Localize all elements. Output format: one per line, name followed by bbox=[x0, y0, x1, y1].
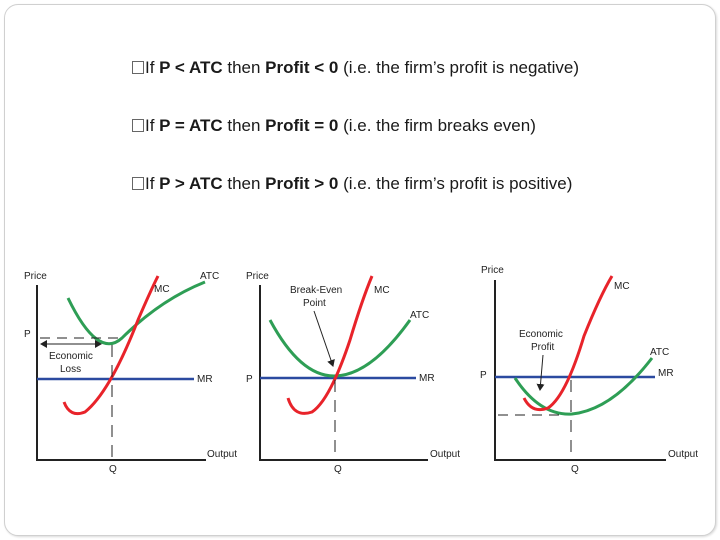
break-even-arrow bbox=[313, 310, 335, 367]
bullet-item-loss: If P < ATC then Profit < 0 (i.e. the fir… bbox=[132, 56, 692, 114]
mr-label: MR bbox=[658, 368, 674, 379]
annotation-break-even: Break-Even bbox=[290, 285, 342, 296]
mc-label: MC bbox=[614, 281, 630, 292]
q-label: Q bbox=[109, 464, 117, 475]
mc-curve bbox=[62, 275, 160, 416]
q-label: Q bbox=[334, 464, 342, 475]
bullet-icon bbox=[132, 61, 144, 74]
bullet-condition: P = ATC bbox=[159, 116, 223, 135]
annotation-economic: Economic bbox=[519, 329, 563, 340]
bullet-icon bbox=[132, 177, 144, 190]
p-label: P bbox=[246, 374, 253, 385]
mc-label: MC bbox=[374, 285, 390, 296]
bullet-item-profit: If P > ATC then Profit > 0 (i.e. the fir… bbox=[132, 172, 692, 230]
q-label: Q bbox=[571, 464, 579, 475]
bullet-result: Profit = 0 bbox=[265, 116, 339, 135]
annotation-profit: Profit bbox=[531, 342, 555, 353]
output-label: Output bbox=[668, 449, 698, 460]
bullet-prefix: If bbox=[145, 116, 160, 135]
bullet-prefix: If bbox=[145, 174, 160, 193]
bullet-condition: P > ATC bbox=[159, 174, 223, 193]
annotation-point: Point bbox=[303, 298, 326, 309]
atc-curve bbox=[66, 280, 206, 346]
atc-label: ATC bbox=[410, 310, 429, 321]
price-label: Price bbox=[24, 271, 47, 282]
graph-break-even: Price Output Q P MR ATC MC Break-Even Po… bbox=[246, 271, 460, 475]
price-label: Price bbox=[481, 265, 504, 276]
bullet-condition: P < ATC bbox=[159, 58, 223, 77]
bullet-then: then bbox=[222, 58, 266, 77]
mc-curve bbox=[286, 275, 374, 415]
atc-curve bbox=[268, 319, 412, 378]
bullet-item-break-even: If P = ATC then Profit = 0 (i.e. the fir… bbox=[132, 114, 692, 172]
annotation-loss: Loss bbox=[60, 364, 81, 375]
graph-economic-loss: Price Output Q P MR ATC MC Economic Loss bbox=[24, 271, 237, 475]
bullet-result: Profit > 0 bbox=[265, 174, 339, 193]
bullet-icon bbox=[132, 119, 144, 132]
bullet-then: then bbox=[222, 174, 266, 193]
atc-label: ATC bbox=[200, 271, 219, 282]
output-label: Output bbox=[207, 449, 237, 460]
bullet-result: Profit < 0 bbox=[265, 58, 339, 77]
mr-label: MR bbox=[419, 373, 435, 384]
atc-curve bbox=[513, 357, 654, 416]
atc-label: ATC bbox=[650, 347, 669, 358]
p-label: P bbox=[480, 370, 487, 381]
slide bbox=[4, 4, 716, 536]
bullet-note: (i.e. the firm breaks even) bbox=[338, 116, 536, 135]
bullet-note: (i.e. the firm’s profit is negative) bbox=[338, 58, 579, 77]
bullet-then: then bbox=[222, 116, 266, 135]
bullet-note: (i.e. the firm’s profit is positive) bbox=[338, 174, 573, 193]
mc-curve bbox=[522, 275, 614, 412]
mc-label: MC bbox=[154, 284, 170, 295]
mr-label: MR bbox=[197, 374, 213, 385]
p-label: P bbox=[24, 329, 31, 340]
annotation-economic: Economic bbox=[49, 351, 93, 362]
bullet-prefix: If bbox=[145, 58, 160, 77]
profit-arrow bbox=[536, 354, 545, 391]
bullet-list: If P < ATC then Profit < 0 (i.e. the fir… bbox=[132, 56, 692, 230]
price-label: Price bbox=[246, 271, 269, 282]
output-label: Output bbox=[430, 449, 460, 460]
graph-economic-profit: Price Output Q P MR ATC MC Economic Prof… bbox=[480, 265, 698, 475]
